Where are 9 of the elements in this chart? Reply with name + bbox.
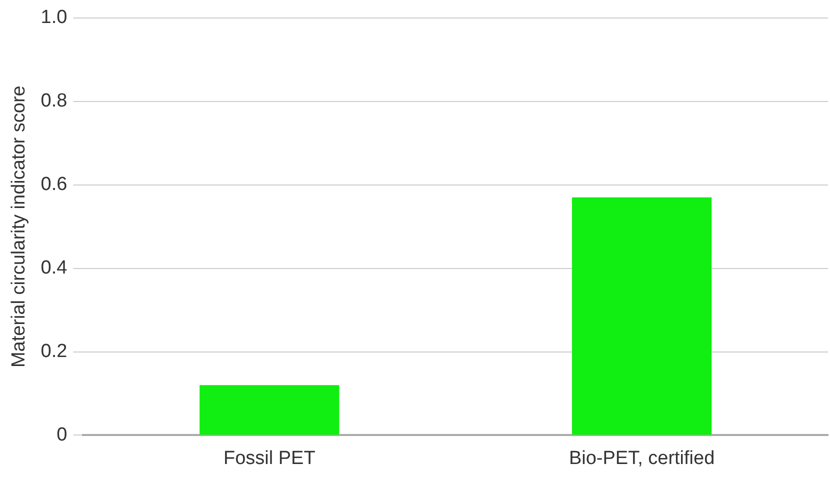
y-tick-label: 0.6	[40, 174, 68, 196]
y-tick-label: 1.0	[40, 7, 68, 28]
y-axis-title: Material circularity indicator score	[8, 86, 30, 368]
y-tick-label: 0.8	[40, 90, 68, 112]
x-tick-label: Fossil PET	[223, 448, 316, 469]
y-tick-label: 0.4	[40, 258, 68, 279]
x-tick-label: Bio-PET, certified	[568, 448, 715, 469]
y-tick-label: 0	[56, 424, 68, 446]
y-tick-label: 0.2	[40, 340, 68, 362]
